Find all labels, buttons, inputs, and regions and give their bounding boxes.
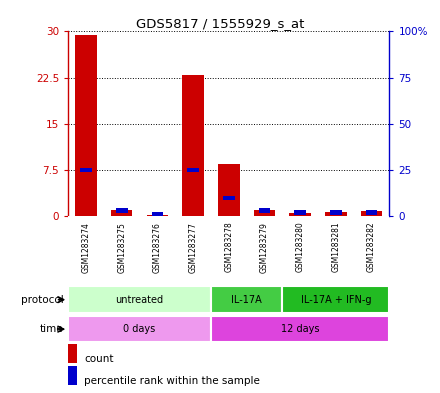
Text: GSM1283281: GSM1283281 [331,222,341,272]
Text: count: count [84,354,114,364]
Text: protocol: protocol [21,295,64,305]
Bar [111,210,132,216]
Text: GSM1283279: GSM1283279 [260,222,269,272]
Text: GSM1283275: GSM1283275 [117,222,126,272]
Bar [290,213,311,216]
Text: untreated: untreated [116,295,164,305]
Text: IL-17A: IL-17A [231,295,262,305]
Bar [223,196,235,200]
Bar [211,316,389,342]
Text: GSM1283277: GSM1283277 [189,222,198,272]
Bar [366,210,378,215]
Bar [254,210,275,216]
Bar [183,75,204,216]
Text: 12 days: 12 days [281,324,319,334]
Bar [147,215,168,216]
Text: 0 days: 0 days [124,324,156,334]
Bar [259,208,270,213]
Bar [187,168,199,172]
Bar [68,365,77,384]
Bar [68,316,211,342]
Text: percentile rank within the sample: percentile rank within the sample [84,376,260,386]
Text: GSM1283274: GSM1283274 [81,222,91,272]
Bar [68,344,77,363]
Bar [68,286,211,313]
Text: IL-17A + IFN-g: IL-17A + IFN-g [301,295,371,305]
Bar [294,210,306,215]
Text: GSM1283276: GSM1283276 [153,222,162,272]
Bar [330,210,342,215]
Text: GSM1283282: GSM1283282 [367,222,376,272]
Bar [116,208,128,213]
Text: GSM1283280: GSM1283280 [296,222,304,272]
Bar [211,286,282,313]
Bar [75,35,97,216]
Bar [80,168,92,172]
Text: GDS5817 / 1555929_s_at: GDS5817 / 1555929_s_at [136,17,304,30]
Text: time: time [40,324,64,334]
Bar [325,212,347,216]
Bar [361,211,382,216]
Bar [282,286,389,313]
Bar [218,164,239,216]
Text: GSM1283278: GSM1283278 [224,222,233,272]
Bar [151,212,163,217]
